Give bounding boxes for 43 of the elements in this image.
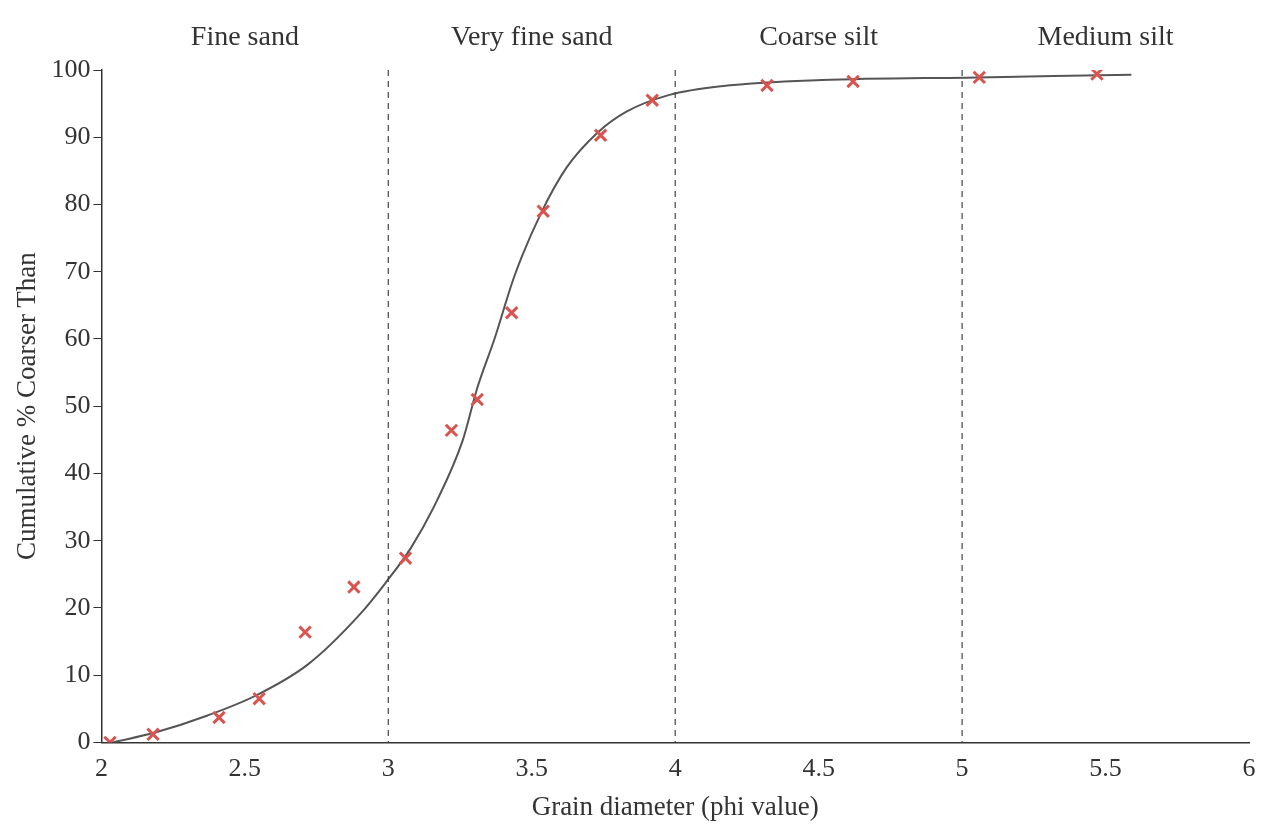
point xyxy=(504,305,519,320)
text: Fine sand xyxy=(190,20,299,52)
y-tick-label: 70 xyxy=(64,255,91,285)
point xyxy=(593,128,608,143)
point xyxy=(346,579,362,595)
x-tick-label: 4.5 xyxy=(802,752,835,782)
y-tick-label: 40 xyxy=(64,457,91,487)
point xyxy=(1089,70,1105,82)
x-axis-title: Grain diameter (phi value) xyxy=(531,790,819,821)
y-tick-label: 80 xyxy=(64,188,91,218)
x-tick-label: 2 xyxy=(94,752,108,782)
point xyxy=(470,392,485,407)
x-tick-label: 5.5 xyxy=(1089,752,1122,782)
text: Very fine sand xyxy=(450,20,613,52)
line-series xyxy=(111,73,1133,743)
point xyxy=(398,551,413,566)
x-tick-label: 5 xyxy=(955,752,969,782)
point xyxy=(759,78,775,93)
y-tick-label: 0 xyxy=(77,726,91,756)
point xyxy=(211,710,227,725)
y-tick-label: 50 xyxy=(64,390,91,420)
y-tick-label: 60 xyxy=(64,322,91,352)
point xyxy=(252,691,267,706)
x-tick-label: 4 xyxy=(668,752,682,782)
y-tick-label: 20 xyxy=(64,591,91,621)
x-tick-label: 3.5 xyxy=(515,752,548,782)
x-tick-label: 2.5 xyxy=(228,752,262,782)
y-tick-label: 90 xyxy=(64,121,91,151)
point xyxy=(145,727,161,742)
y-tick-label: 10 xyxy=(64,658,91,688)
point xyxy=(972,70,987,85)
point xyxy=(536,204,551,219)
y-axis-title: Cumulative % Coarser Than xyxy=(11,251,42,561)
y-tick-label: 30 xyxy=(64,524,91,554)
point xyxy=(645,93,660,108)
x-tick-label: 6 xyxy=(1242,752,1256,782)
point xyxy=(845,74,861,89)
text: Coarse silt xyxy=(759,20,879,52)
text: Medium silt xyxy=(1037,20,1174,52)
point xyxy=(444,423,459,438)
x-tick-label: 3 xyxy=(381,752,395,782)
y-tick-label: 100 xyxy=(51,53,91,83)
point xyxy=(297,624,313,640)
